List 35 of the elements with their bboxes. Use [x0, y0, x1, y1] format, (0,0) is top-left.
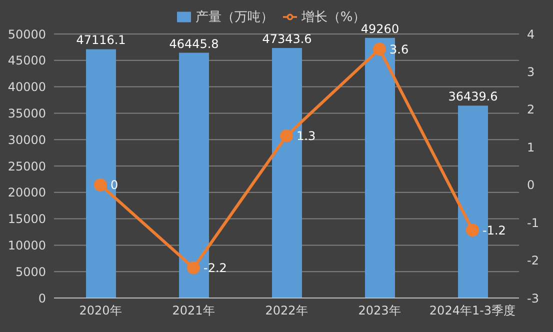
y2-tick-label: -3 [527, 291, 539, 306]
x-tick-label: 2021年 [172, 304, 215, 318]
point [373, 42, 386, 56]
legend-label: 产量（万吨） [195, 10, 274, 25]
point [466, 224, 479, 237]
y-tick-label: 10000 [8, 238, 46, 252]
y-tick-label: 20000 [8, 186, 46, 200]
y-tick-label: 30000 [8, 132, 46, 147]
data-label: 36439.6 [448, 90, 498, 104]
data-label: 47343.6 [262, 32, 312, 46]
y-tick-label: 40000 [8, 80, 46, 94]
y2-tick-label: 4 [527, 27, 535, 42]
point [187, 261, 200, 274]
y-tick-label: 35000 [8, 106, 46, 120]
x-tick-label: 2024年1-3季度 [429, 304, 516, 318]
point [94, 178, 107, 192]
y-tick-label: 5000 [15, 264, 46, 279]
y-tick-label: 15000 [8, 212, 46, 226]
y-tick-label: 25000 [8, 159, 46, 174]
y2-tick-label: 3 [527, 64, 535, 79]
point [280, 129, 293, 142]
data-label: 47116.1 [76, 33, 126, 48]
bar [86, 49, 116, 298]
y-tick-label: 50000 [8, 27, 46, 42]
x-tick-label: 2023年 [358, 304, 401, 318]
x-tick-label: 2020年 [79, 304, 122, 318]
y-tick-label: 45000 [8, 54, 46, 68]
y2-tick-label: -2 [527, 254, 539, 268]
y2-tick-label: 1 [527, 140, 535, 154]
y-tick-label: 0 [38, 291, 46, 306]
data-label: 46445.8 [169, 36, 219, 51]
y2-tick-label: 2 [527, 102, 535, 117]
x-tick-label: 2022年 [265, 304, 308, 318]
y2-tick-label: -1 [527, 216, 539, 230]
y2-tick-label: 0 [527, 178, 535, 192]
